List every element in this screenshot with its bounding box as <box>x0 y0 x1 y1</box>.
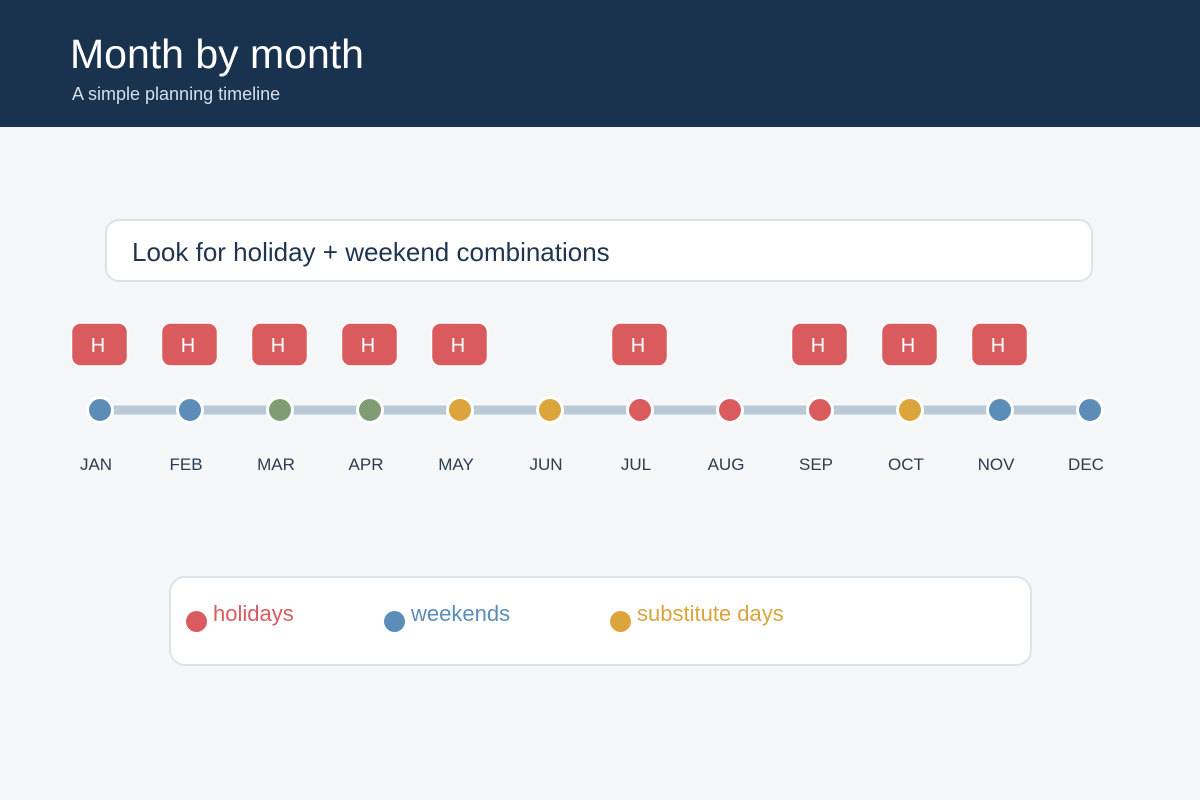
header-banner: Month by month A simple planning timelin… <box>0 0 1200 127</box>
month-label-mar: MAR <box>257 455 295 474</box>
month-label-jul: JUL <box>621 455 651 474</box>
page-subtitle: A simple planning timeline <box>72 84 281 104</box>
holiday-badge-label-mar: H <box>271 335 285 357</box>
month-label-feb: FEB <box>169 455 202 474</box>
month-label-oct: OCT <box>888 455 924 474</box>
month-label-aug: AUG <box>708 455 745 474</box>
month-node-aug <box>716 396 744 424</box>
month-label-may: MAY <box>438 455 474 474</box>
callout-box: Look for holiday + weekend combinations <box>105 219 1093 282</box>
holiday-badge-label-may: H <box>451 335 465 357</box>
holiday-badge-nov <box>970 322 1029 367</box>
month-node-may <box>446 396 474 424</box>
holiday-dot-icon <box>186 611 207 632</box>
month-node-oct <box>896 396 924 424</box>
legend-label-weekends: weekends <box>411 601 511 626</box>
legend-label-holidays: holidays <box>213 601 294 626</box>
month-label-apr: APR <box>349 455 384 474</box>
month-node-feb <box>176 396 204 424</box>
holiday-badge-label-feb: H <box>181 335 195 357</box>
month-node-jun <box>536 396 564 424</box>
month-label-jun: JUN <box>529 455 562 474</box>
holiday-badge-label-jan: H <box>91 335 105 357</box>
month-label-jan: JAN <box>80 455 112 474</box>
month-node-mar <box>266 396 294 424</box>
page-title: Month by month <box>70 31 364 77</box>
legend: holidays weekends substitute days <box>169 576 1032 666</box>
month-node-jan <box>86 396 114 424</box>
holiday-badge-feb <box>160 322 219 367</box>
holiday-badge-oct <box>880 322 939 367</box>
holiday-badge-label-apr: H <box>361 335 375 357</box>
callout-text: Look for holiday + weekend combinations <box>132 237 610 267</box>
holiday-badge-label-oct: H <box>901 335 915 357</box>
holiday-badge-sep <box>790 322 849 367</box>
holiday-badge-label-jul: H <box>631 335 645 357</box>
month-node-dec <box>1076 396 1104 424</box>
month-label-nov: NOV <box>978 455 1016 474</box>
month-node-apr <box>356 396 384 424</box>
month-node-sep <box>806 396 834 424</box>
holiday-badge-apr <box>340 322 399 367</box>
weekend-dot-icon <box>384 611 405 632</box>
substitute-dot-icon <box>610 611 631 632</box>
legend-label-substitute-days: substitute days <box>637 601 784 626</box>
holiday-badge-label-nov: H <box>991 335 1005 357</box>
holiday-badge-may <box>430 322 489 367</box>
holiday-badge-mar <box>250 322 309 367</box>
month-node-jul <box>626 396 654 424</box>
holiday-badge-label-sep: H <box>811 335 825 357</box>
holiday-badge-jul <box>610 322 669 367</box>
month-label-dec: DEC <box>1068 455 1104 474</box>
holiday-badge-jan <box>70 322 129 367</box>
month-node-nov <box>986 396 1014 424</box>
month-label-sep: SEP <box>799 455 833 474</box>
